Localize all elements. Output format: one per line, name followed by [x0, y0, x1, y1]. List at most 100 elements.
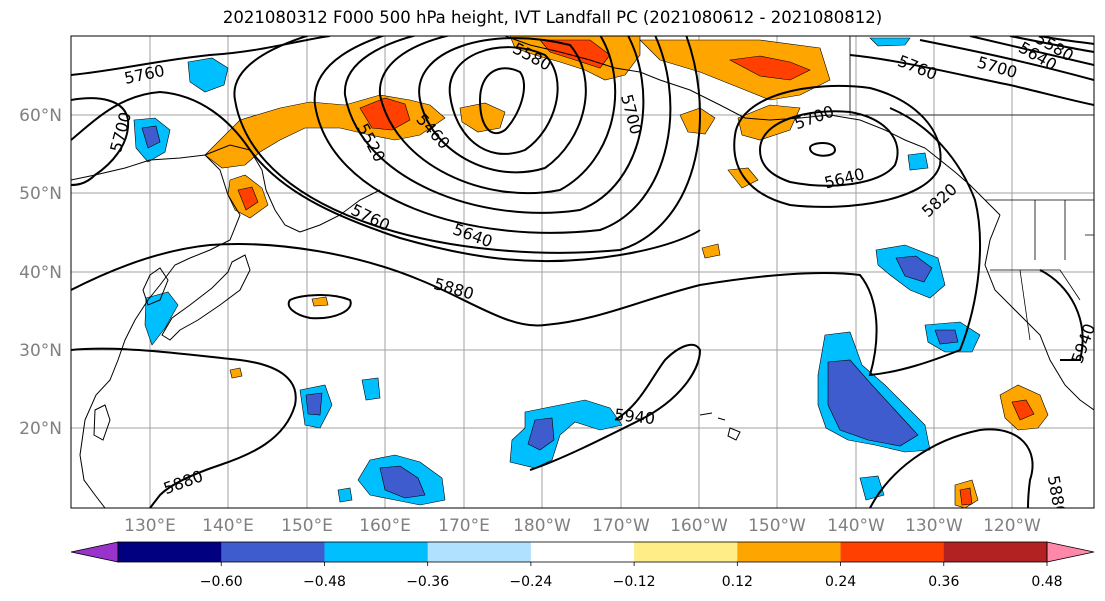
colorbar-segment — [324, 542, 429, 562]
negative-anomaly-area — [907, 152, 929, 171]
lon-tick-label: 140°E — [202, 516, 254, 536]
contour-line — [71, 347, 297, 508]
contour-line — [448, 46, 559, 155]
negative-anomaly-area — [509, 399, 623, 469]
coastline-kamchatka — [204, 144, 301, 233]
lon-tick-label: 150°E — [281, 516, 333, 536]
contour-line — [71, 107, 981, 377]
lon-tick-label: 130°W — [905, 516, 963, 536]
lon-tick-label: 140°W — [827, 516, 885, 536]
negative-anomaly-area — [305, 392, 323, 416]
colorbar-tick-label: −0.60 — [200, 574, 243, 590]
contour-line — [529, 343, 702, 471]
colorbar-tick-label: 0.48 — [1031, 574, 1062, 590]
colorbar-extend-low — [70, 541, 119, 563]
colorbar-segment — [943, 542, 1048, 562]
positive-anomaly-area — [359, 97, 411, 131]
coastline-japan — [161, 254, 251, 341]
positive-anomaly-area — [229, 367, 243, 379]
contour-line — [233, 36, 701, 254]
contour-line — [1009, 36, 1094, 53]
contour-label: 5940 — [613, 405, 655, 428]
contour-line — [313, 36, 672, 234]
positive-anomaly-area — [737, 104, 801, 141]
contour-line — [969, 36, 1094, 66]
hawaii-islands — [699, 412, 741, 441]
negative-anomaly-area — [827, 359, 919, 447]
contour-line — [1039, 36, 1094, 45]
negative-anomaly-area — [361, 377, 381, 401]
positive-anomaly-area — [727, 167, 759, 189]
lon-tick-label: 120°W — [983, 516, 1041, 536]
contour-line — [287, 294, 352, 320]
colorbar-tick-label: −0.48 — [303, 574, 346, 590]
coastlines — [71, 36, 1094, 508]
positive-anomaly-area — [729, 55, 811, 81]
negative-anomaly-area — [144, 291, 179, 346]
height-contours — [71, 36, 1094, 508]
lon-tick-label: 170°W — [592, 516, 650, 536]
lon-tick-label: 160°W — [670, 516, 728, 536]
contour-line — [808, 142, 837, 157]
contour-line — [758, 110, 899, 187]
contour-line — [919, 39, 1094, 81]
map-title: 2021080312 F000 500 hPa height, IVT Land… — [222, 8, 883, 27]
lon-tick-label: 180°W — [513, 516, 571, 536]
colorbar-tick-label: −0.36 — [406, 574, 449, 590]
negative-anomaly-area — [527, 417, 555, 451]
colorbar-segment — [737, 542, 842, 562]
positive-anomaly-area — [311, 296, 329, 307]
positive-anomaly-area — [1011, 399, 1035, 421]
negative-anomaly-area — [934, 329, 959, 345]
longitude-tick-labels: 130°E 140°E 150°E 160°E 170°E 180°W 170°W 160°W… — [124, 516, 1041, 536]
contour-line — [343, 36, 645, 214]
negative-anomaly-area — [379, 465, 426, 499]
negative-anomaly-area — [337, 487, 353, 503]
negative-anomaly-area — [869, 37, 911, 47]
lon-tick-label: 170°E — [438, 516, 490, 536]
colorbar: −0.60 −0.48 −0.36 −0.24 −0.12 0.12 0.24 0.36 0.4… — [70, 541, 1095, 590]
colorbar-segment — [221, 542, 325, 562]
coastline-north-america — [984, 214, 1094, 411]
contour-line — [378, 36, 617, 195]
coastline-alaska — [504, 36, 1001, 216]
positive-anomaly-area — [237, 186, 259, 211]
colorbar-tick-label: 0.12 — [722, 574, 753, 590]
ivt-anomaly-shading — [133, 36, 1049, 508]
colorbar-segment — [427, 542, 532, 562]
colorbar-tick-label: −0.24 — [509, 574, 552, 590]
colorbar-segment — [634, 542, 738, 562]
lat-tick-label: 20°N — [19, 419, 62, 439]
political-boundaries — [849, 36, 1094, 341]
negative-anomaly-area — [187, 57, 229, 93]
lon-tick-label: 130°E — [124, 516, 176, 536]
colorbar-segment — [530, 542, 635, 562]
contour-line — [849, 54, 1094, 106]
contour-line — [418, 37, 587, 174]
coastline-asia — [71, 154, 241, 508]
contour-line — [869, 428, 1034, 508]
positive-anomaly-area — [959, 487, 973, 506]
positive-anomaly-area — [639, 39, 831, 101]
lat-tick-label: 60°N — [19, 106, 62, 126]
colorbar-tick-label: −0.12 — [613, 574, 656, 590]
colorbar-tick-label: 0.36 — [928, 574, 959, 590]
colorbar-frame — [117, 541, 1048, 563]
negative-anomaly-area — [895, 255, 933, 283]
contour-line — [1039, 269, 1084, 361]
latitude-tick-labels: 60°N 50°N 40°N 30°N 20°N — [19, 106, 62, 439]
lat-tick-label: 50°N — [19, 184, 62, 204]
contour-line — [71, 36, 331, 76]
negative-anomaly-area — [141, 125, 161, 149]
lon-tick-label: 150°W — [748, 516, 806, 536]
map-frame — [70, 35, 1095, 509]
colorbar-segment — [118, 542, 222, 562]
colorbar-extend-high — [1046, 541, 1095, 563]
contour-line — [478, 67, 525, 135]
lat-tick-label: 40°N — [19, 263, 62, 283]
positive-anomaly-area — [701, 243, 721, 259]
contour-line — [733, 84, 942, 208]
colorbar-segment — [840, 542, 945, 562]
colorbar-tick-label: 0.24 — [825, 574, 856, 590]
